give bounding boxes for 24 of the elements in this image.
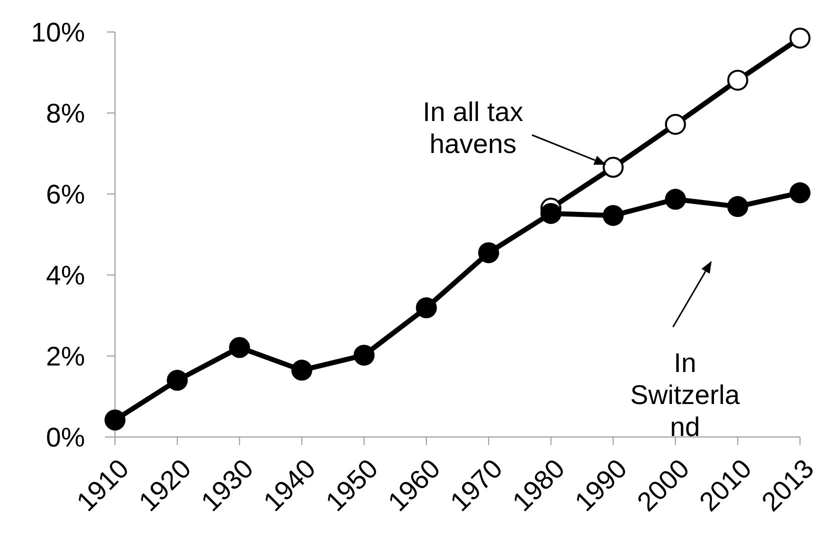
y-tick-label: 2% [46, 341, 85, 372]
point [104, 409, 126, 430]
y-tick-label: 6% [46, 179, 85, 210]
annotation: In all tax havens [422, 97, 524, 159]
point [166, 370, 188, 391]
point [229, 336, 250, 358]
point [664, 188, 686, 210]
y-tick-label: 4% [46, 260, 85, 290]
y-tick-label: 8% [46, 98, 85, 128]
point [790, 182, 810, 204]
point [540, 202, 562, 224]
point [416, 297, 437, 318]
point [478, 242, 500, 264]
point [602, 204, 624, 226]
point [727, 196, 748, 218]
point [664, 114, 686, 135]
point [354, 344, 375, 366]
point [790, 28, 810, 49]
y-tick-label: 0% [46, 422, 85, 452]
point [602, 156, 624, 178]
point [727, 70, 748, 91]
annotation: In Switzerland [630, 348, 741, 442]
point [291, 360, 312, 381]
y-tick-label: 10% [30, 17, 85, 48]
